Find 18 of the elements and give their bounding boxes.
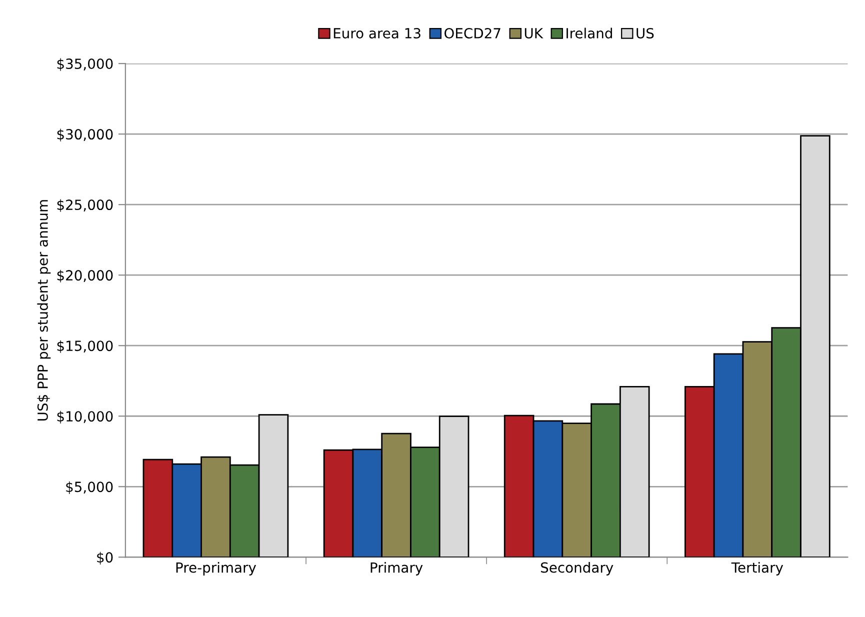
y-tick-label: $35,000 — [57, 58, 113, 71]
y-tick-label: $10,000 — [57, 410, 113, 424]
y-tick-label: $0 — [97, 552, 113, 564]
y-tick-label: $25,000 — [57, 199, 113, 212]
x-tick-label: Secondary — [540, 562, 614, 576]
legend-label: UK — [524, 28, 544, 38]
x-tick-label: Primary — [370, 562, 423, 576]
legend-label: US — [636, 28, 654, 38]
legend-label: Euro area 13 — [334, 28, 420, 38]
y-tick-label: $15,000 — [57, 340, 113, 353]
legend-label: OECD27 — [444, 28, 500, 38]
x-tick-label: Tertiary — [731, 562, 784, 576]
y-tick-label: $5,000 — [66, 481, 113, 494]
y-tick-label: $20,000 — [57, 270, 113, 282]
y-axis-title: US$ PPP per student per annum — [37, 200, 51, 420]
x-tick-label: Pre-primary — [176, 562, 256, 576]
y-tick-label: $30,000 — [57, 128, 113, 142]
legend-label: Ireland — [566, 28, 612, 38]
